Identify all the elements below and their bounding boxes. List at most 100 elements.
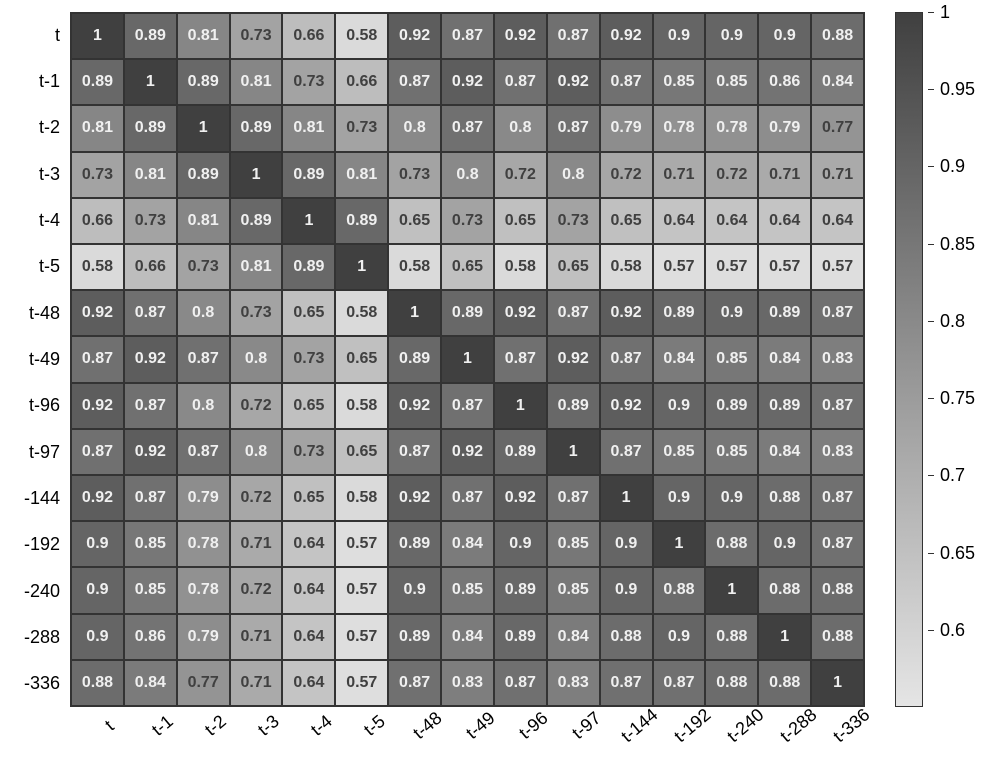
heatmap-cell: 0.58 (335, 290, 388, 336)
heatmap-cell: 0.8 (547, 152, 600, 198)
heatmap-cell: 0.58 (388, 244, 441, 290)
heatmap-cell: 1 (600, 475, 653, 521)
heatmap-cell: 0.89 (494, 429, 547, 475)
heatmap-cell: 0.84 (653, 336, 706, 382)
heatmap-cell: 1 (441, 336, 494, 382)
heatmap-cell: 0.8 (388, 105, 441, 151)
heatmap-cell: 0.73 (230, 290, 283, 336)
heatmap-cell: 0.88 (758, 475, 811, 521)
heatmap-cell: 1 (705, 567, 758, 613)
heatmap-cell: 0.8 (177, 290, 230, 336)
heatmap-cell: 0.65 (282, 383, 335, 429)
heatmap-cell: 0.8 (230, 429, 283, 475)
heatmap-cell: 1 (177, 105, 230, 151)
colorbar-tick: 0.6 (928, 620, 965, 641)
heatmap-cell: 0.87 (547, 105, 600, 151)
heatmap-cell: 0.64 (653, 198, 706, 244)
heatmap-cell: 0.87 (388, 59, 441, 105)
heatmap-cell: 0.89 (388, 521, 441, 567)
heatmap-cell: 0.73 (282, 429, 335, 475)
heatmap-cell: 0.89 (758, 290, 811, 336)
y-axis-label: -144 (0, 475, 66, 521)
y-axis-label: -192 (0, 522, 66, 568)
heatmap-cell: 0.92 (124, 429, 177, 475)
heatmap-cell: 0.89 (705, 383, 758, 429)
heatmap-cell: 0.87 (124, 475, 177, 521)
heatmap-cell: 0.89 (494, 567, 547, 613)
heatmap-cell: 0.87 (388, 429, 441, 475)
heatmap-cell: 0.92 (388, 475, 441, 521)
colorbar-tick: 0.65 (928, 543, 975, 564)
heatmap-cell: 0.85 (547, 567, 600, 613)
heatmap-grid: 10.890.810.730.660.580.920.870.920.870.9… (70, 12, 865, 707)
heatmap-cell: 0.92 (441, 429, 494, 475)
heatmap-cell: 0.65 (441, 244, 494, 290)
y-axis-label: t-3 (0, 151, 66, 197)
heatmap-cell: 0.73 (547, 198, 600, 244)
heatmap-cell: 0.81 (282, 105, 335, 151)
heatmap-cell: 1 (653, 521, 706, 567)
y-axis-label: t-96 (0, 383, 66, 429)
colorbar-tick: 1 (928, 2, 950, 23)
colorbar-gradient (896, 13, 922, 706)
heatmap-cell: 0.73 (282, 336, 335, 382)
heatmap-cell: 0.73 (124, 198, 177, 244)
heatmap-cell: 0.92 (494, 475, 547, 521)
heatmap-cell: 0.81 (177, 198, 230, 244)
heatmap-cell: 1 (758, 614, 811, 660)
heatmap-cell: 0.87 (811, 475, 864, 521)
heatmap-cell: 0.89 (282, 244, 335, 290)
heatmap-cell: 0.84 (758, 429, 811, 475)
heatmap-cell: 0.8 (441, 152, 494, 198)
heatmap-cell: 0.81 (335, 152, 388, 198)
heatmap-cell: 0.72 (705, 152, 758, 198)
heatmap-cell: 0.89 (335, 198, 388, 244)
heatmap-cell: 0.78 (177, 521, 230, 567)
heatmap-cell: 0.89 (124, 13, 177, 59)
heatmap-cell: 0.92 (494, 290, 547, 336)
heatmap-cell: 0.73 (177, 244, 230, 290)
heatmap-cell: 0.71 (230, 614, 283, 660)
heatmap-cell: 0.88 (811, 614, 864, 660)
heatmap-cell: 0.64 (811, 198, 864, 244)
heatmap-cell: 0.88 (705, 521, 758, 567)
heatmap-cell: 0.84 (547, 614, 600, 660)
heatmap-cell: 0.87 (441, 105, 494, 151)
colorbar-tick: 0.8 (928, 311, 965, 332)
heatmap-cell: 0.71 (758, 152, 811, 198)
heatmap-cell: 0.81 (71, 105, 124, 151)
heatmap-cell: 0.9 (705, 290, 758, 336)
heatmap-cell: 0.87 (547, 290, 600, 336)
heatmap-cell: 1 (388, 290, 441, 336)
heatmap-cell: 0.64 (758, 198, 811, 244)
heatmap-cell: 0.72 (494, 152, 547, 198)
heatmap-cell: 0.57 (335, 614, 388, 660)
heatmap-cell: 0.87 (441, 475, 494, 521)
heatmap-cell: 0.66 (124, 244, 177, 290)
heatmap-cell: 0.64 (282, 521, 335, 567)
heatmap-cell: 0.89 (230, 198, 283, 244)
heatmap-cell: 0.83 (811, 429, 864, 475)
heatmap-cell: 0.79 (177, 614, 230, 660)
heatmap-cell: 0.89 (494, 614, 547, 660)
heatmap-cell: 0.9 (71, 567, 124, 613)
heatmap-cell: 0.72 (230, 567, 283, 613)
heatmap-cell: 0.9 (600, 567, 653, 613)
heatmap-cell: 0.71 (653, 152, 706, 198)
y-axis-label: -336 (0, 661, 66, 707)
heatmap-cell: 0.84 (758, 336, 811, 382)
heatmap-cell: 0.89 (441, 290, 494, 336)
colorbar-tick: 0.95 (928, 79, 975, 100)
chart-container: tt-1t-2t-3t-4t-5t-48t-49t-96t-97-144-192… (0, 0, 1000, 781)
heatmap-cell: 0.9 (388, 567, 441, 613)
heatmap-cell: 0.88 (758, 567, 811, 613)
heatmap-cell: 0.8 (494, 105, 547, 151)
heatmap-cell: 0.9 (494, 521, 547, 567)
heatmap-cell: 0.58 (335, 13, 388, 59)
heatmap-cell: 0.89 (653, 290, 706, 336)
heatmap-cell: 0.64 (282, 567, 335, 613)
heatmap-cell: 0.85 (653, 429, 706, 475)
heatmap-cell: 0.9 (600, 521, 653, 567)
heatmap-cell: 0.65 (547, 244, 600, 290)
y-axis-label: -240 (0, 568, 66, 614)
